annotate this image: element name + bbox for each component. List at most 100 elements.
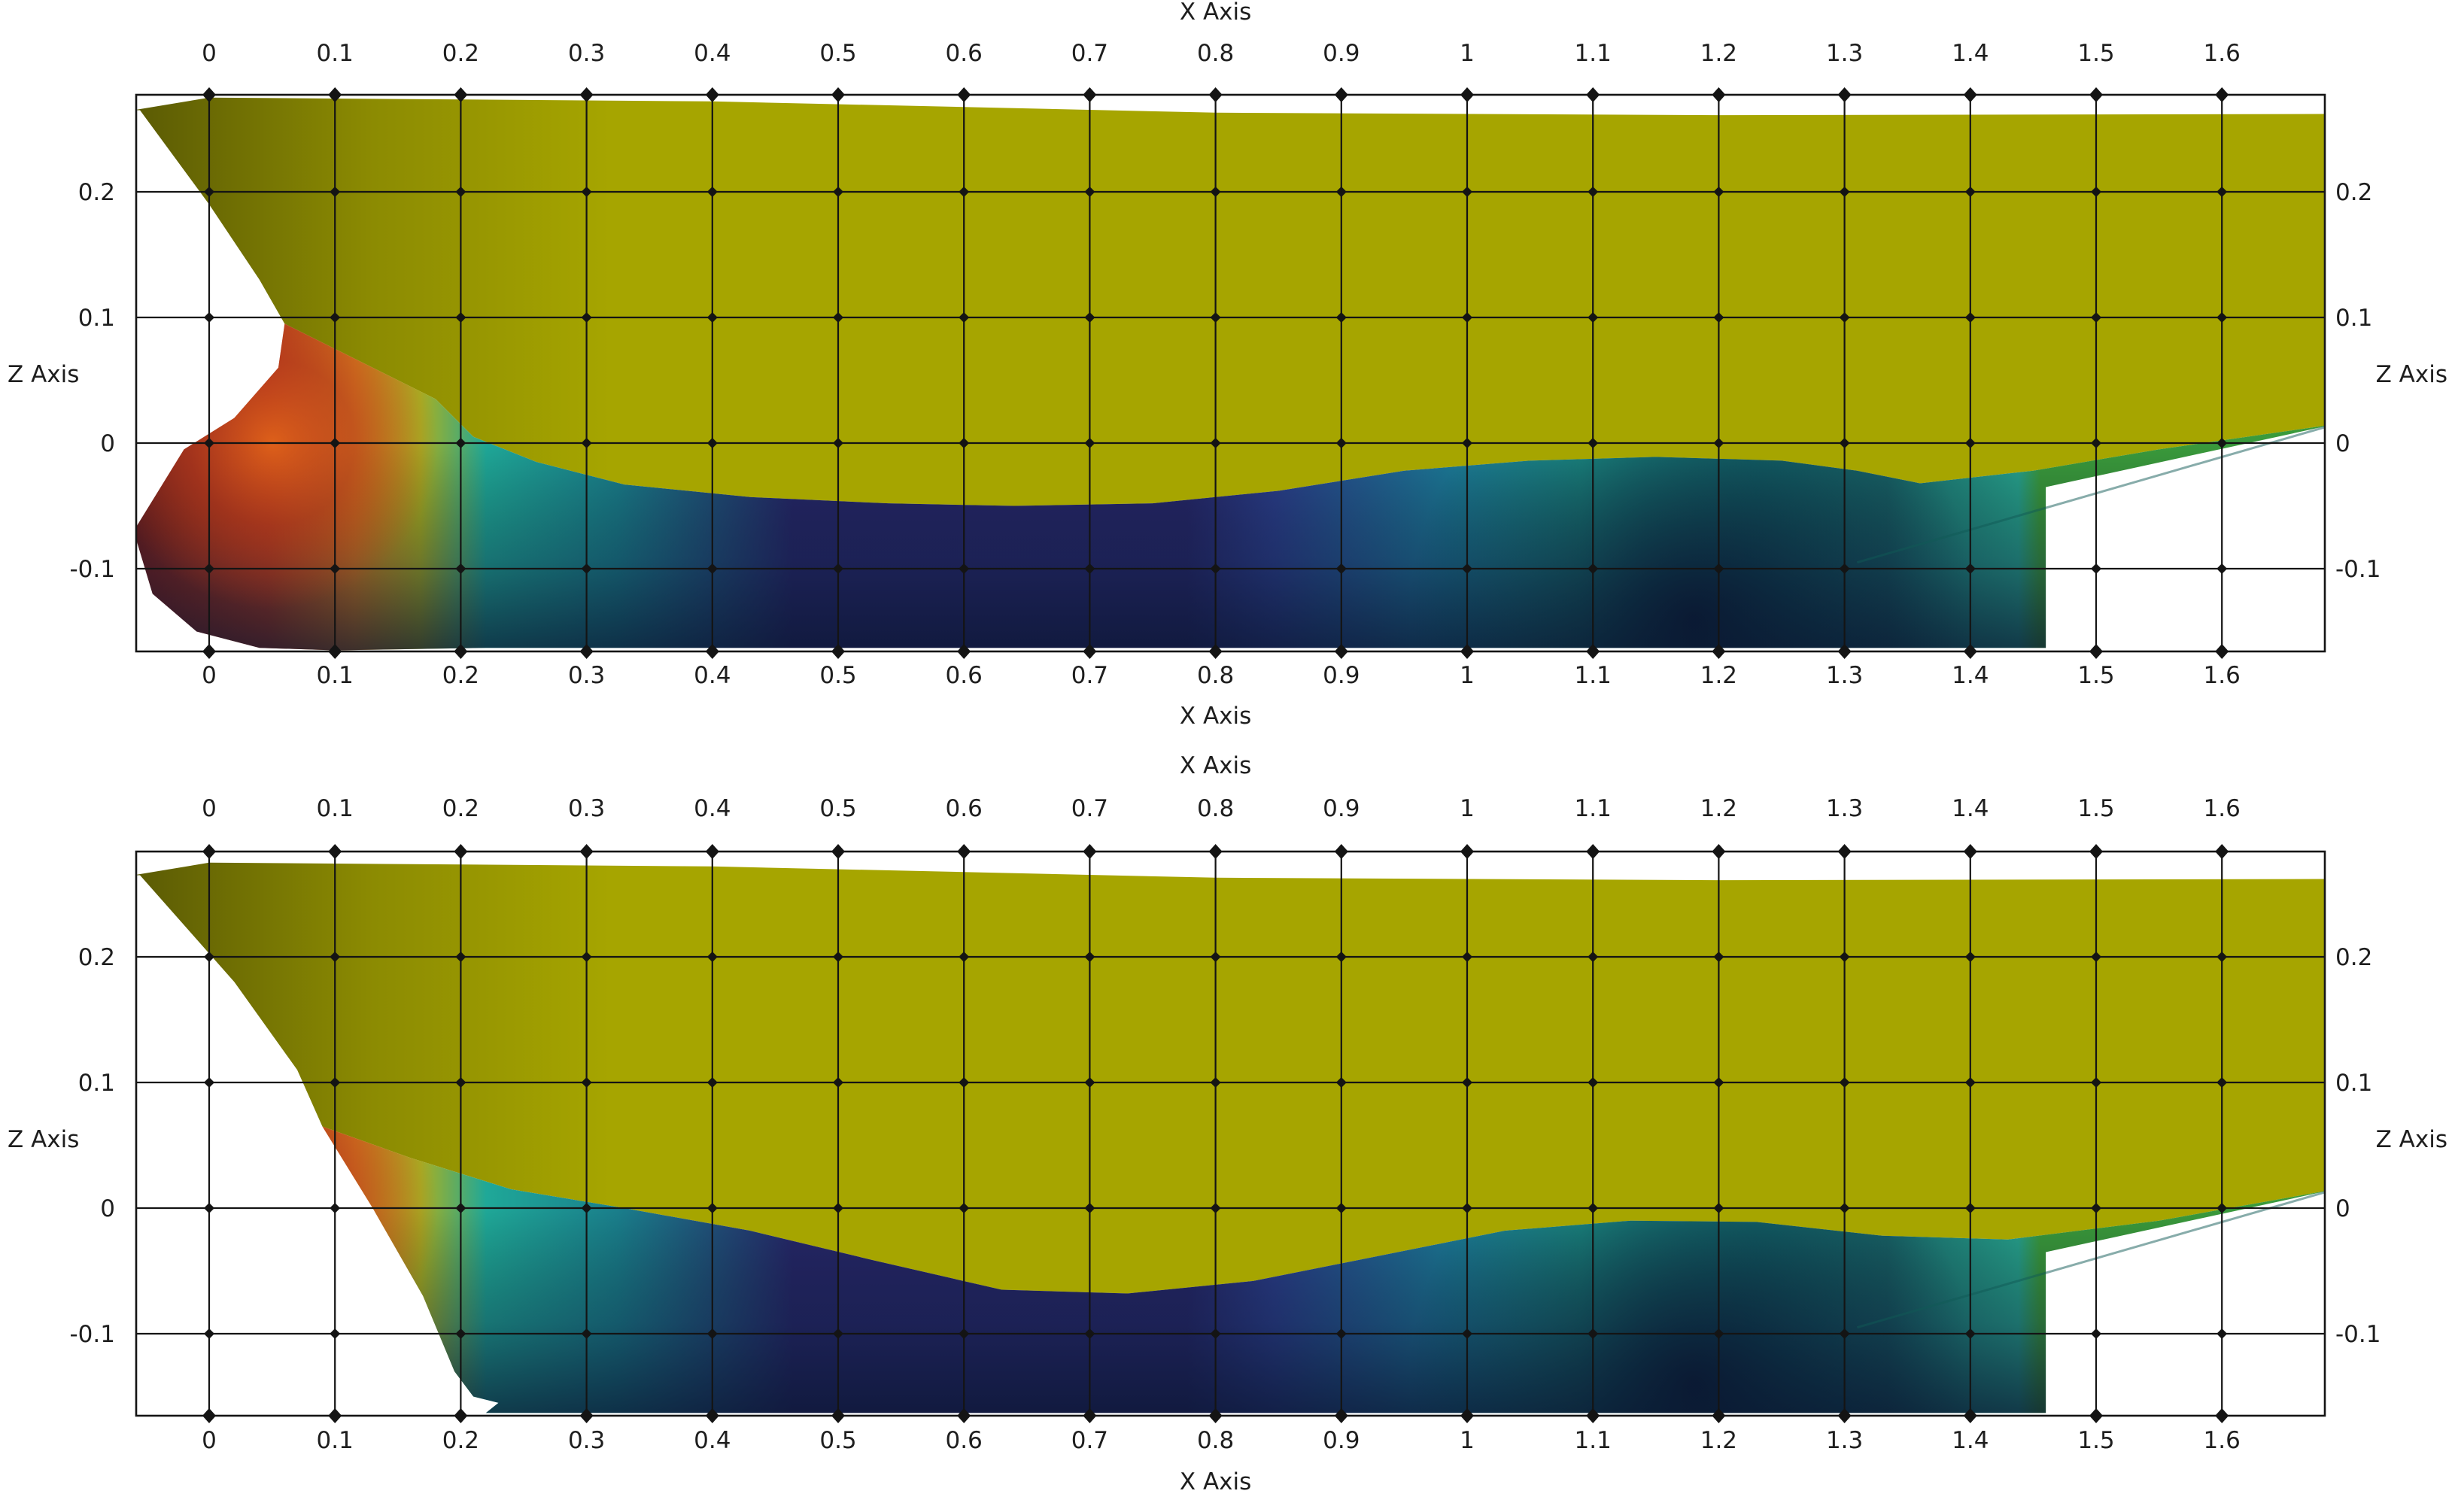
grid-node [330,187,341,197]
x-tick-label: 0.4 [694,1427,731,1454]
x-tick-label: 0.8 [1197,1427,1234,1454]
grid-node [1964,438,1976,448]
grid-node [959,952,970,962]
x-tick-label: 0.3 [568,795,605,822]
grid-node [1964,1077,1976,1088]
x-tick-label: 0.7 [1071,40,1108,67]
grid-node [1335,187,1347,197]
grid-node [833,187,843,197]
grid-node [1964,563,1976,574]
z-tick-label: 0.2 [2335,179,2372,206]
grid-node [581,438,592,448]
x-tick-label: 0.5 [819,662,856,689]
z-axis-title: Z Axis [8,361,79,388]
z-tick-label: -0.1 [2335,1321,2381,1348]
grid-node [2091,1203,2101,1213]
grid-node [1084,563,1095,574]
grid-node [959,438,970,448]
grid-node [706,312,718,323]
z-axis-title: Z Axis [8,1126,79,1153]
grid-node [706,187,718,197]
grid-node [1588,312,1599,323]
grid-node [1462,312,1472,323]
grid-node [581,187,592,197]
grid-node [1335,1203,1347,1213]
grid-node [1210,1077,1221,1088]
x-tick-label: 0 [202,662,217,689]
z-tick-label: -0.1 [2335,556,2381,583]
grid-node [1588,1203,1599,1213]
x-tick-label: 1.5 [2077,1427,2114,1454]
grid-node [455,1328,466,1339]
x-axis-title: X Axis [1180,1468,1251,1495]
x-tick-label: 0.6 [946,795,983,822]
grid-node [1713,952,1724,962]
x-tick-label: 1.6 [2204,662,2241,689]
axes-frame [135,93,2326,653]
x-axis-title: X Axis [1180,0,1251,26]
grid-node [2091,1077,2101,1088]
z-tick-label: 0 [100,430,115,457]
grid-node [1084,438,1095,448]
x-tick-label: 1 [1460,662,1475,689]
grid-node [2216,1328,2228,1339]
x-tick-label: 1 [1460,40,1475,67]
grid-node [1839,1203,1850,1213]
grid-node [581,952,592,962]
grid-node [581,1328,592,1339]
grid-node [455,563,466,574]
grid-node [1084,1328,1095,1339]
grid-node [1335,312,1347,323]
grid-node [959,312,970,323]
grid-node [1210,952,1221,962]
x-tick-label: 1.2 [1700,662,1737,689]
grid-node [1210,438,1221,448]
x-tick-label: 1.5 [2077,40,2114,67]
grid-node [1084,187,1095,197]
grid-node [1839,312,1850,323]
x-tick-label: 0.6 [946,662,983,689]
x-tick-label: 0.8 [1197,662,1234,689]
grid-node [1839,563,1850,574]
grid-node [1964,952,1976,962]
x-tick-label: 0.3 [568,662,605,689]
grid-node [706,1077,718,1088]
x-tick-label: 0.6 [946,40,983,67]
grid-node [1964,312,1976,323]
grid-node [1462,1328,1472,1339]
x-tick-label: 1.3 [1826,1427,1863,1454]
grid-node [455,1077,466,1088]
grid-node [2091,1328,2101,1339]
grid-node [330,312,341,323]
grid-node [2091,438,2101,448]
x-tick-label: 0 [202,795,217,822]
grid-node [204,952,214,962]
grid-node [204,1203,214,1213]
z-tick-label: -0.1 [70,1321,116,1348]
grid-node [1210,187,1221,197]
x-tick-label: 1.3 [1826,795,1863,822]
x-tick-label: 1.2 [1700,1427,1737,1454]
x-tick-label: 1.5 [2077,662,2114,689]
x-tick-label: 1.4 [1952,40,1989,67]
x-tick-label: 0.5 [819,795,856,822]
grid-node [833,563,843,574]
chart-panel-top: 0 0 0.1 0.1 0.2 0.2 0.3 0.3 0.4 0.4 0.5 0.5 0.6 0.6 0.… [8,0,2447,730]
grid-node [706,1203,718,1213]
grid-node [1713,1077,1724,1088]
z-tick-label: 0.2 [2335,944,2372,971]
x-tick-label: 0 [202,40,217,67]
grid-node [1964,187,1976,197]
x-tick-label: 1.3 [1826,662,1863,689]
grid-node [455,438,466,448]
grid-node [581,1203,592,1213]
grid-node [455,952,466,962]
grid-node [959,1077,970,1088]
chart-panel-bottom: 0 0 0.1 0.1 0.2 0.2 0.3 0.3 0.4 0.4 0.5 0.5 0.6 0.6 0.… [8,752,2447,1495]
x-tick-label: 0 [202,1427,217,1454]
z-tick-label: -0.1 [70,556,116,583]
grid-node [1964,1328,1976,1339]
grid-node [1839,1077,1850,1088]
grid-node [455,312,466,323]
x-tick-label: 1.4 [1952,795,1989,822]
